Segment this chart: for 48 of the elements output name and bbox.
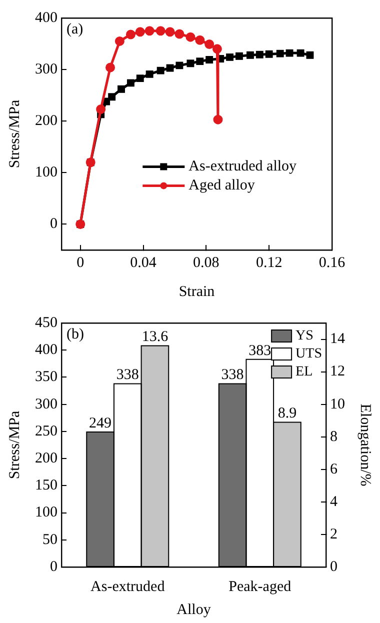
y-axis-title: Stress/MPa: [6, 99, 23, 168]
y-tick-label: 450: [35, 314, 58, 331]
y-tick-label: 100: [35, 504, 58, 521]
legend-label: UTS: [296, 346, 322, 362]
x-tick-label: 0.08: [193, 254, 220, 271]
y-tick-label: 50: [42, 532, 58, 548]
x-tick-label: 0.16: [318, 254, 346, 271]
y-tick-label: 250: [35, 423, 58, 440]
y-tick-label: 0: [50, 558, 58, 575]
data-label: 338: [116, 367, 139, 384]
y-tick-label: 300: [35, 61, 58, 78]
legend-label: Aged alloy: [188, 178, 256, 194]
x-tick-label: As-extruded: [90, 578, 166, 595]
y2-axis-title: Elongation/%: [357, 404, 374, 486]
x-axis-title: Strain: [178, 284, 216, 300]
y2-tick-label: 6: [330, 461, 338, 478]
data-label: 338: [221, 367, 244, 384]
x-tick-label: Peak-aged: [228, 578, 292, 595]
y-tick-label: 200: [35, 113, 58, 130]
legend-label: As-extruded alloy: [188, 158, 298, 175]
y2-tick-label: 14: [330, 331, 346, 348]
y-tick-label: 300: [35, 396, 58, 412]
legend-label: YS: [296, 328, 314, 344]
y-tick-label: 400: [35, 342, 58, 358]
y2-tick-label: 0: [330, 558, 338, 575]
x-axis-title: Alloy: [176, 602, 212, 618]
y-tick-label: 150: [35, 478, 58, 494]
data-label: 8.9: [278, 406, 297, 422]
y-tick-label: 0: [50, 216, 58, 232]
chart-title: (b): [66, 326, 84, 342]
y-tick-label: 100: [35, 164, 58, 181]
x-tick-label: 0.12: [256, 254, 282, 271]
data-label: 249: [89, 415, 112, 432]
y2-tick-label: 10: [330, 396, 345, 412]
y-tick-label: 350: [35, 369, 58, 386]
y2-tick-label: 8: [330, 428, 338, 445]
y2-tick-label: 2: [330, 526, 338, 542]
y-axis-title: Stress/MPa: [6, 410, 23, 480]
y-tick-label: 200: [35, 450, 58, 466]
x-tick-label: 0.04: [130, 254, 157, 271]
legend-label: EL: [296, 364, 313, 380]
data-label: 13.6: [142, 329, 169, 346]
x-tick-label: 0: [76, 254, 84, 271]
chart-title: (a): [66, 21, 84, 38]
y2-tick-label: 12: [330, 364, 345, 380]
y2-tick-label: 4: [330, 494, 338, 510]
y-tick-label: 400: [35, 10, 58, 26]
data-label: 383: [248, 342, 272, 359]
